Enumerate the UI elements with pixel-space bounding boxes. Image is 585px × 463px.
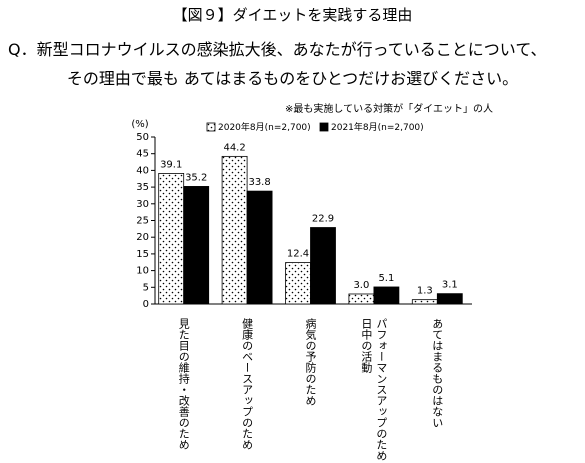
bar bbox=[411, 299, 438, 305]
y-tick-label: 50 bbox=[136, 132, 149, 143]
bar bbox=[285, 262, 311, 305]
y-axis-unit: (%) bbox=[131, 119, 148, 130]
bar bbox=[348, 293, 375, 305]
y-tick-label: 0 bbox=[143, 299, 149, 310]
legend-swatch bbox=[319, 122, 329, 132]
x-tick-label: 健康のベースアップのため bbox=[240, 318, 254, 450]
y-tick-label: 15 bbox=[136, 249, 149, 260]
y-tick-label: 45 bbox=[136, 149, 149, 160]
value-label: 44.2 bbox=[223, 142, 245, 153]
y-tick-label: 35 bbox=[136, 182, 149, 193]
y-tick-label: 5 bbox=[143, 282, 149, 293]
value-label: 3.0 bbox=[353, 280, 369, 291]
bar bbox=[221, 155, 248, 305]
value-label: 22.9 bbox=[312, 214, 334, 225]
y-tick-label: 20 bbox=[136, 232, 149, 243]
legend-label: 2020年8月(n=2,700) bbox=[218, 121, 311, 133]
y-tick-label: 30 bbox=[136, 199, 149, 210]
bar bbox=[436, 293, 463, 305]
value-label: 1.3 bbox=[417, 286, 433, 297]
y-tick-label: 40 bbox=[136, 165, 149, 176]
figure-title: 【図９】ダイエットを実践する理由 bbox=[172, 6, 413, 24]
bar bbox=[373, 286, 400, 305]
question-line: Q．新型コロナウイルスの感染拡大後、あなたが行っていることについて、 bbox=[8, 40, 547, 59]
question-line: その理由で最も あてはまるものをひとつだけお選びください。 bbox=[66, 69, 519, 88]
value-label: 33.8 bbox=[248, 177, 270, 188]
bar bbox=[158, 173, 185, 305]
legend-swatch bbox=[206, 122, 216, 132]
value-label: 39.1 bbox=[160, 159, 182, 170]
legend-label: 2021年8月(n=2,700) bbox=[331, 121, 424, 133]
y-tick-label: 10 bbox=[136, 266, 149, 277]
value-label: 5.1 bbox=[378, 273, 394, 284]
x-tick-label: 病気の予防のため bbox=[304, 318, 317, 406]
bar bbox=[183, 186, 210, 305]
value-label: 12.4 bbox=[287, 249, 309, 260]
x-tick-label: あてはまるものはない bbox=[430, 318, 444, 428]
x-tick-label: 日中の活動 パフォーマンスアップのため bbox=[359, 318, 388, 461]
value-label: 35.2 bbox=[185, 172, 207, 183]
y-tick-label: 25 bbox=[136, 216, 149, 227]
bar bbox=[246, 190, 273, 305]
note: ※最も実施している対策が「ダイエット」の人 bbox=[285, 104, 493, 115]
x-tick-label: 見た目の維持・改善のため bbox=[177, 318, 191, 450]
bar bbox=[310, 227, 336, 305]
value-label: 3.1 bbox=[442, 280, 458, 291]
